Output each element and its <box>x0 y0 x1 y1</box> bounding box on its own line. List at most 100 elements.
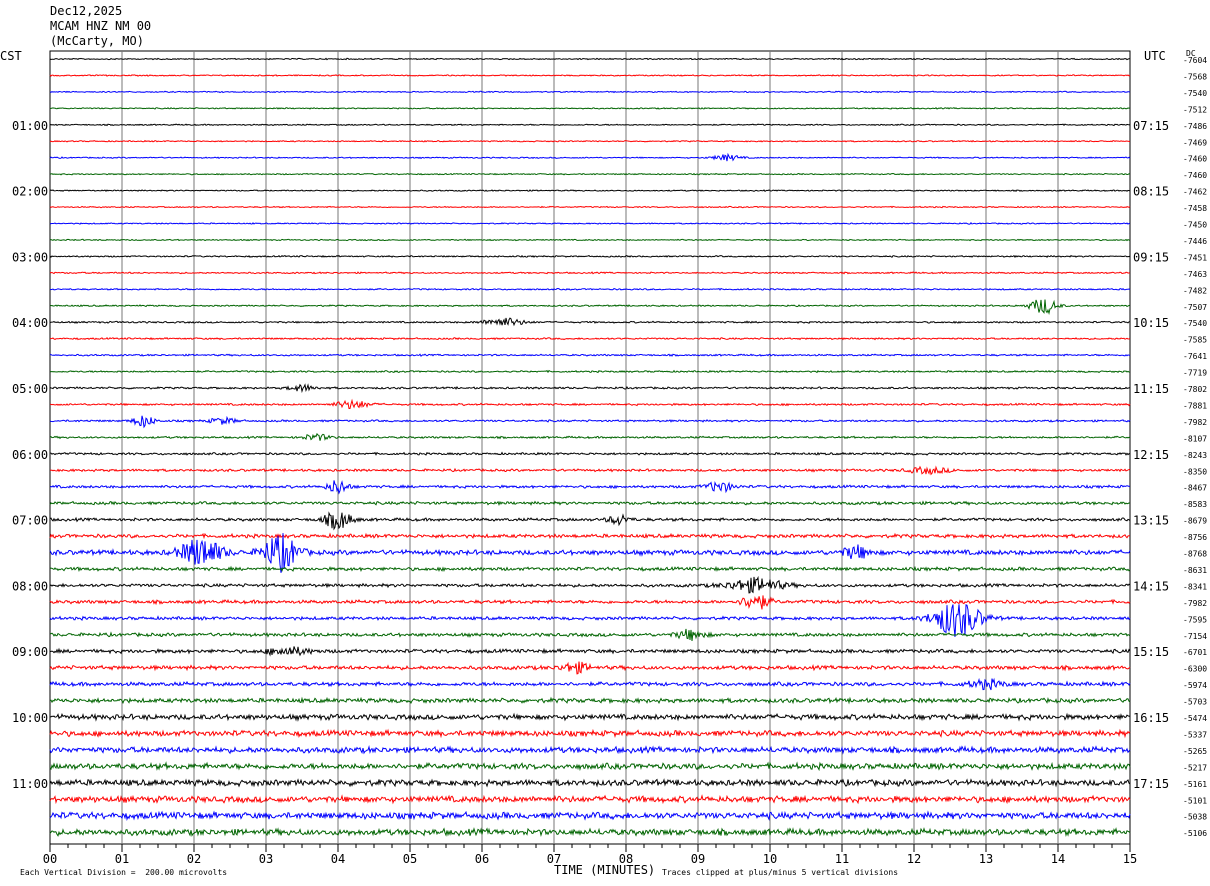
x-tick-label: 00 <box>43 852 57 866</box>
seismic-trace <box>49 712 1131 722</box>
x-tick-label: 06 <box>475 852 489 866</box>
seismic-trace <box>49 728 1131 739</box>
seismic-trace <box>49 152 1131 162</box>
dc-offset-label: -7460 <box>1183 171 1207 180</box>
left-timezone-label: CST <box>0 49 22 63</box>
seismic-trace <box>49 74 1131 77</box>
seismic-trace <box>49 123 1131 127</box>
dc-offset-label: -5974 <box>1183 681 1207 690</box>
seismic-trace <box>49 287 1131 291</box>
clipping-note: Traces clipped at plus/minus 5 vertical … <box>662 868 899 877</box>
right-hour-label: 12:15 <box>1133 448 1169 462</box>
seismic-trace <box>49 106 1131 110</box>
seismic-trace <box>50 172 1131 176</box>
seismic-trace <box>49 628 1131 641</box>
dc-offset-label: -8341 <box>1183 582 1207 591</box>
seismic-trace <box>49 761 1131 772</box>
right-hour-label: 11:15 <box>1133 382 1169 396</box>
dc-offset-label: -7458 <box>1183 204 1207 213</box>
dc-offset-label: -5474 <box>1183 714 1207 723</box>
dc-offset-label: -8631 <box>1183 566 1207 575</box>
right-hour-label: 17:15 <box>1133 777 1169 791</box>
x-tick-label: 07 <box>547 852 561 866</box>
seismic-trace <box>50 353 1131 357</box>
station-code: MCAM HNZ NM 00 <box>50 19 152 33</box>
seismic-traces <box>49 57 1131 838</box>
right-hour-label: 15:15 <box>1133 645 1169 659</box>
seismic-trace <box>49 533 1131 573</box>
seismic-trace <box>49 432 1131 441</box>
minute-gridlines <box>49 50 1131 845</box>
seismic-trace <box>49 139 1131 143</box>
seismic-trace <box>49 595 1131 610</box>
left-hour-label: 03:00 <box>12 250 48 264</box>
seismic-trace <box>50 451 1131 456</box>
seismic-trace <box>49 415 1131 429</box>
seismic-trace <box>49 336 1131 341</box>
x-tick-label: 10 <box>763 852 777 866</box>
x-tick-label: 03 <box>259 852 273 866</box>
right-hour-label: 10:15 <box>1133 316 1169 330</box>
dc-offset-label: -5217 <box>1183 763 1207 772</box>
dc-offset-label: -5106 <box>1183 829 1207 838</box>
seismic-trace <box>49 532 1130 540</box>
seismic-trace <box>49 745 1131 755</box>
seismic-trace <box>49 369 1131 374</box>
right-hour-label: 08:15 <box>1133 185 1169 199</box>
dc-offset-label: -7802 <box>1183 385 1207 394</box>
seismic-trace <box>49 90 1131 94</box>
right-hour-label: 13:15 <box>1133 514 1169 528</box>
seismic-trace <box>49 189 1131 193</box>
dc-offset-label: -7881 <box>1183 401 1207 410</box>
left-hour-label: 04:00 <box>12 316 48 330</box>
dc-offset-label: -7568 <box>1183 72 1207 81</box>
right-hour-label: 07:15 <box>1133 119 1169 133</box>
seismic-trace <box>49 575 1131 594</box>
dc-offset-label: -7540 <box>1183 319 1207 328</box>
seismic-trace <box>49 383 1131 394</box>
seismic-trace <box>49 398 1131 409</box>
x-tick-label: 02 <box>187 852 201 866</box>
dc-offset-label: -8467 <box>1183 484 1207 493</box>
left-hour-label: 08:00 <box>12 579 48 593</box>
x-tick-label: 01 <box>115 852 129 866</box>
dc-offset-label: -8350 <box>1183 467 1207 476</box>
dc-offset-label: -7641 <box>1183 352 1207 361</box>
x-tick-label: 08 <box>619 852 633 866</box>
dc-offset-label: -5337 <box>1183 730 1207 739</box>
dc-offset-label: -7154 <box>1183 632 1207 641</box>
record-date: Dec12,2025 <box>50 4 123 18</box>
seismic-trace <box>49 57 1131 61</box>
left-hour-label: 11:00 <box>12 777 48 791</box>
dc-offset-label: -5038 <box>1183 813 1207 822</box>
plot-frame <box>49 50 1131 845</box>
time-axis: -7604 -7568 -7540 -7512 -7486 -7469 -7460 -7460… <box>12 56 1207 866</box>
right-hour-label: 09:15 <box>1133 250 1169 264</box>
dc-offset-label: -7512 <box>1183 105 1207 114</box>
dc-offset-label: -7450 <box>1183 221 1207 230</box>
dc-offset-label: -8243 <box>1183 451 1207 460</box>
dc-offset-label: -7595 <box>1183 615 1207 624</box>
dc-offset-label: -7451 <box>1183 253 1207 262</box>
dc-offset-label: -7507 <box>1183 303 1207 312</box>
dc-offset-label: -8768 <box>1183 550 1207 559</box>
dc-offset-label: -7463 <box>1183 270 1207 279</box>
seismic-trace <box>49 254 1131 258</box>
seismic-trace <box>49 500 1131 507</box>
right-hour-label: 16:15 <box>1133 711 1169 725</box>
seismic-trace <box>49 317 1131 327</box>
dc-offset-label: -7462 <box>1183 188 1207 197</box>
left-hour-label: 05:00 <box>12 382 48 396</box>
station-location: (McCarty, MO) <box>50 34 144 48</box>
dc-offset-label: -5265 <box>1183 747 1207 756</box>
seismic-trace <box>49 271 1131 275</box>
dc-offset-label: -6300 <box>1183 665 1207 674</box>
seismic-trace <box>49 480 1131 495</box>
dc-offset-label: -6701 <box>1183 648 1207 657</box>
seismic-trace <box>49 205 1131 209</box>
x-tick-label: 13 <box>979 852 993 866</box>
x-tick-label: 12 <box>907 852 921 866</box>
seismic-trace <box>49 794 1131 805</box>
seismic-trace <box>49 511 1131 531</box>
dc-offset-label: -7460 <box>1183 155 1207 164</box>
